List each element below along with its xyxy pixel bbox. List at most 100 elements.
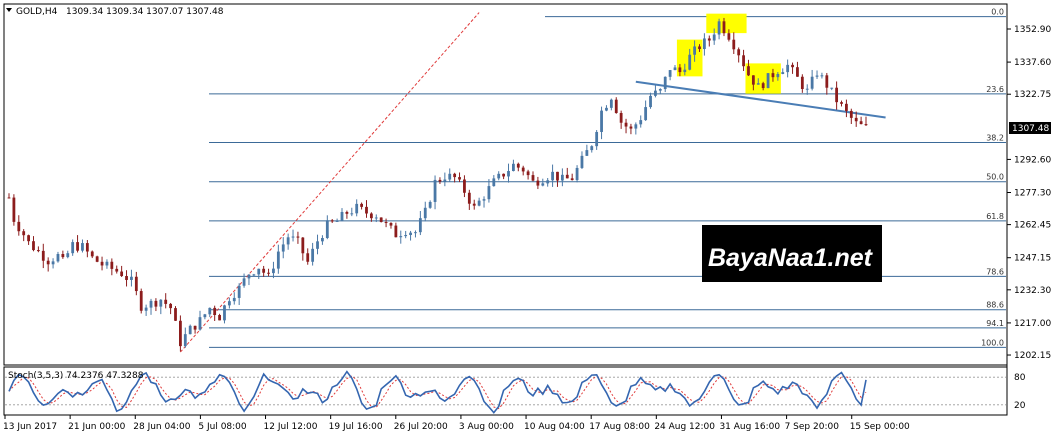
candle-body <box>791 64 794 68</box>
highlight-box <box>706 13 747 34</box>
candle-body <box>218 315 221 321</box>
candle-body <box>570 178 574 181</box>
fib-label: 23.6 <box>986 85 1004 94</box>
candle-body <box>281 244 285 252</box>
candle-body <box>717 21 721 35</box>
candle-body <box>825 75 829 88</box>
candle-body <box>678 67 682 73</box>
candle-body <box>565 174 569 179</box>
candle-body <box>683 69 687 73</box>
candle-body <box>600 110 603 132</box>
fib-label: 50.0 <box>986 173 1004 182</box>
candle-body <box>737 49 741 56</box>
time-tick-label: 15 Sep 00:00 <box>850 422 910 432</box>
price-tick-label: 1232.30 <box>1014 286 1051 296</box>
candle-body <box>541 183 545 186</box>
candle-body <box>188 325 192 335</box>
candle-body <box>149 300 153 308</box>
candle-body <box>747 66 750 76</box>
candle-body <box>321 238 324 242</box>
time-tick-label: 5 Jul 08:00 <box>198 422 247 432</box>
stoch-main-line <box>8 370 867 414</box>
candle-body <box>688 54 692 70</box>
candle-body <box>433 179 437 202</box>
candle-body <box>12 197 16 222</box>
candle-body <box>448 173 452 180</box>
candle-body <box>414 232 417 234</box>
candle-body <box>820 75 824 77</box>
price-tick-label: 1277.30 <box>1014 189 1051 199</box>
candle-body <box>585 150 589 156</box>
stochastic-oscillator: 80 20 <box>5 370 1026 414</box>
candle-body <box>605 107 608 111</box>
candle-body <box>291 236 295 238</box>
candle-body <box>193 325 197 330</box>
candle-body <box>556 171 559 181</box>
time-axis: 13 Jun 2017 21 Jun 00:00 28 Jun 04:00 5 Jul… <box>3 415 910 432</box>
candle-body <box>776 73 780 78</box>
time-tick-label: 28 Jun 04:00 <box>133 422 190 432</box>
candle-body <box>227 301 231 306</box>
dropdown-icon[interactable] <box>6 8 12 12</box>
candle-body <box>286 237 290 245</box>
candle-body <box>115 268 119 272</box>
candle-body <box>595 131 599 147</box>
candle-body <box>859 121 863 125</box>
candle-body <box>756 83 760 85</box>
candle-body <box>134 276 138 292</box>
candle-body <box>492 178 496 187</box>
candle-body <box>458 177 461 180</box>
candle-body <box>325 220 329 239</box>
candle-body <box>619 112 623 123</box>
candle-body <box>673 67 677 71</box>
candle-body <box>614 99 618 113</box>
candle-body <box>159 299 163 307</box>
candle-body <box>644 107 648 121</box>
candle-body <box>345 211 349 214</box>
candle-body <box>609 99 613 108</box>
candle-body <box>707 38 711 41</box>
candle-body <box>634 124 638 129</box>
candle-body <box>487 186 491 200</box>
price-tick-label: 1217.00 <box>1014 319 1051 329</box>
candle-body <box>840 102 843 104</box>
candle-body <box>580 155 584 168</box>
time-tick-label: 21 Jun 00:00 <box>68 422 125 432</box>
candle-body <box>428 201 432 208</box>
candle-body <box>81 243 84 251</box>
time-tick-label: 24 Aug 12:00 <box>654 422 715 432</box>
watermark: BayaNaa1.net <box>702 225 882 282</box>
time-tick-label: 26 Jul 20:00 <box>394 422 448 432</box>
candle-body <box>409 232 412 236</box>
candle-body <box>864 124 868 126</box>
candle-body <box>340 211 344 221</box>
candle-body <box>551 171 554 181</box>
candle-body <box>423 207 427 219</box>
candle-body <box>71 242 75 254</box>
highlight-boxes <box>676 13 781 94</box>
candle-body <box>311 248 315 262</box>
price-tick-label: 1262.45 <box>1014 221 1051 231</box>
candle-body <box>61 254 65 258</box>
time-tick-label: 3 Aug 00:00 <box>459 422 514 432</box>
candle-body <box>693 46 696 55</box>
candle-body <box>120 271 124 277</box>
candle-body <box>306 253 310 262</box>
stoch-level-label: 80 <box>1014 373 1026 383</box>
candle-body <box>443 179 447 182</box>
dashed-trend-line <box>180 12 480 353</box>
stoch-level-label: 20 <box>1014 401 1026 411</box>
stoch-label: Stoch(3,5,3) 74.2376 47.3288 <box>8 371 144 381</box>
candle-body <box>262 268 266 273</box>
candle-body <box>497 173 501 179</box>
candle-body <box>51 261 55 265</box>
price-axis: 1352.90 1337.60 1322.75 1292.60 1277.30 1262.… <box>1007 25 1051 361</box>
candle-body <box>90 251 94 257</box>
time-tick-label: 12 Jul 12:00 <box>264 422 318 432</box>
candle-body <box>335 220 339 222</box>
candle-body <box>668 70 672 77</box>
candle-body <box>384 222 388 224</box>
candle-body <box>805 88 809 90</box>
candle-body <box>154 300 158 307</box>
